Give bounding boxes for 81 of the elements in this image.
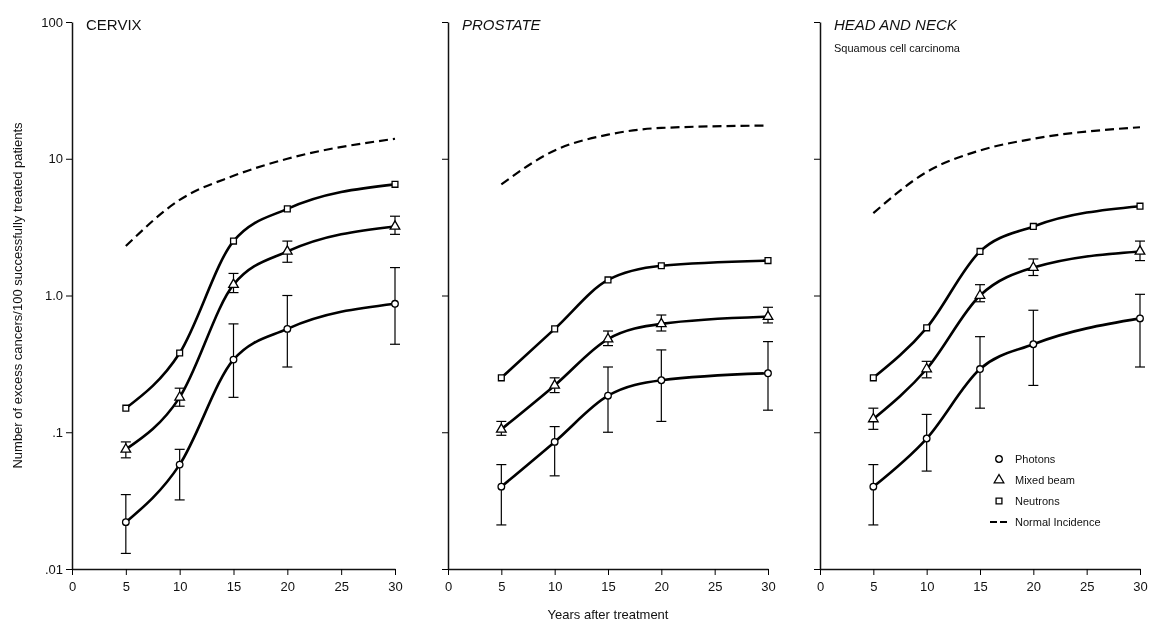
point bbox=[120, 443, 132, 453]
x-tick-label: 5 bbox=[870, 579, 878, 594]
point bbox=[228, 278, 239, 289]
x-tick-label: 0 bbox=[816, 579, 825, 594]
point bbox=[869, 482, 878, 491]
point bbox=[550, 437, 559, 446]
x-tick-label: 0 bbox=[444, 579, 453, 594]
legend-label: Neutrons bbox=[1015, 495, 1061, 507]
point bbox=[1136, 314, 1144, 323]
x-tick-label: 10 bbox=[919, 579, 935, 594]
point bbox=[867, 412, 879, 423]
x-tick-label: 20 bbox=[1026, 579, 1042, 594]
point bbox=[391, 299, 399, 308]
text: Squamous cell carcinoma bbox=[834, 42, 961, 54]
chart-title: CERVIX bbox=[86, 16, 142, 33]
point bbox=[657, 262, 665, 270]
y-axis-title: Number of excess cancers/100 successfully treated patients bbox=[10, 121, 25, 469]
point bbox=[229, 237, 238, 245]
point bbox=[176, 349, 184, 357]
point bbox=[655, 317, 667, 328]
point bbox=[283, 324, 292, 333]
point bbox=[974, 289, 986, 299]
point bbox=[604, 276, 612, 284]
y-tick-label: 1.0 bbox=[44, 288, 63, 304]
point bbox=[229, 355, 238, 364]
legend-label: Mixed beam bbox=[1015, 474, 1075, 486]
point bbox=[121, 518, 130, 527]
point bbox=[921, 362, 933, 373]
point bbox=[549, 379, 561, 389]
chart-title: PROSTATE bbox=[462, 16, 542, 33]
x-tick-label: 10 bbox=[547, 579, 563, 594]
point bbox=[391, 180, 399, 188]
point bbox=[1029, 340, 1038, 349]
legend-label: Normal Incidence bbox=[1015, 516, 1101, 528]
x-tick-label: 10 bbox=[172, 579, 188, 594]
point bbox=[497, 482, 506, 491]
point bbox=[389, 220, 401, 230]
point bbox=[764, 257, 772, 265]
point bbox=[122, 404, 130, 412]
chart-title: HEAD AND NECK bbox=[834, 16, 958, 33]
point bbox=[604, 391, 612, 400]
point bbox=[762, 310, 774, 321]
point bbox=[602, 332, 614, 343]
point bbox=[869, 374, 877, 382]
legend-label: Photons bbox=[1015, 453, 1056, 465]
point bbox=[922, 434, 931, 443]
point bbox=[1029, 222, 1037, 230]
x-tick-label: 30 bbox=[761, 579, 776, 594]
x-tick-label: 15 bbox=[226, 579, 242, 594]
x-tick-label: 5 bbox=[498, 579, 506, 594]
x-tick-label: 30 bbox=[1133, 579, 1148, 594]
x-tick-label: 15 bbox=[601, 579, 616, 594]
point bbox=[657, 376, 666, 385]
point bbox=[976, 365, 984, 373]
point bbox=[1136, 202, 1144, 210]
x-tick-label: 20 bbox=[280, 579, 296, 594]
point bbox=[1134, 245, 1146, 255]
point bbox=[281, 245, 293, 255]
y-tick-label: .01 bbox=[44, 561, 63, 577]
point bbox=[976, 247, 984, 255]
point bbox=[923, 324, 931, 332]
y-tick-label: 100 bbox=[41, 14, 63, 30]
point bbox=[175, 460, 184, 469]
point bbox=[551, 325, 559, 333]
x-tick-label: 30 bbox=[388, 579, 403, 594]
x-tick-label: 20 bbox=[654, 579, 670, 594]
line-series bbox=[124, 137, 397, 248]
point bbox=[174, 391, 186, 401]
point bbox=[283, 205, 291, 213]
x-tick-label: 15 bbox=[973, 579, 988, 594]
point bbox=[764, 369, 772, 378]
x-tick-label: 5 bbox=[122, 579, 130, 594]
x-axis-title: Years after treatment bbox=[547, 607, 669, 622]
x-tick-label: 25 bbox=[334, 579, 349, 594]
x-tick-label: 0 bbox=[68, 579, 77, 594]
point bbox=[497, 374, 505, 382]
point bbox=[1027, 261, 1039, 272]
y-tick-label: .1 bbox=[52, 424, 63, 440]
x-tick-label: 25 bbox=[1079, 579, 1095, 594]
x-tick-label: 25 bbox=[707, 579, 723, 594]
y-tick-label: 10 bbox=[48, 151, 63, 167]
